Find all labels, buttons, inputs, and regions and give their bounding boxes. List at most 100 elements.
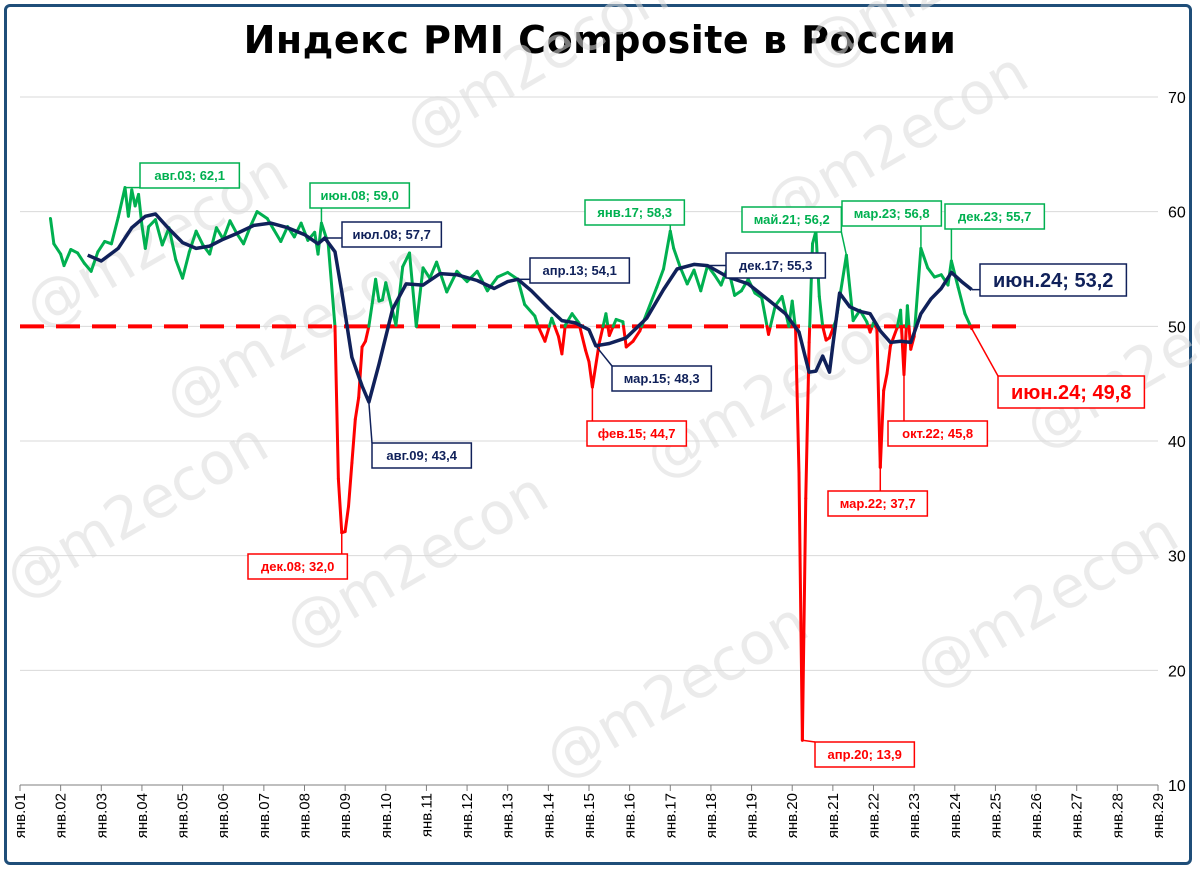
- annotation-navy: авг.09; 43,4: [368, 401, 473, 469]
- annotation-green: янв.17; 58,3: [584, 199, 686, 232]
- pmi-segment-below-50: [631, 329, 642, 343]
- x-tick-label: янв.18: [703, 793, 720, 838]
- pmi-segment: [421, 266, 432, 280]
- pmi-segment: [428, 260, 439, 280]
- pmi-segment-below-50: [902, 324, 908, 376]
- pmi-segment: [143, 225, 151, 250]
- pmi-segment-below-50: [807, 324, 812, 344]
- annotation-label: июл.08; 57,7: [353, 227, 431, 242]
- pmi-segment: [109, 215, 120, 246]
- annotation-leader: [802, 739, 816, 743]
- pmi-segment: [790, 299, 797, 328]
- pmi-segment: [563, 312, 574, 327]
- annotation-red: июн.24; 49,8: [971, 328, 1146, 409]
- pmi-segment: [174, 258, 185, 280]
- pmi-segment-below-50: [357, 345, 364, 399]
- pmi-segment-below-50: [607, 324, 615, 338]
- pmi-segment-below-50: [878, 389, 886, 469]
- annotation-leader: [368, 401, 373, 444]
- x-tick-label: янв.25: [987, 793, 1004, 838]
- pmi-segment: [780, 295, 791, 328]
- chart-title: Индекс PMI Composite в России: [243, 18, 957, 62]
- x-tick-label: янв.06: [215, 793, 232, 838]
- watermark-text: @m2econ: [153, 228, 439, 432]
- pmi-segment-below-50: [350, 417, 357, 465]
- pmi-segment: [485, 275, 500, 293]
- pmi-segment-below-50: [800, 496, 808, 742]
- pmi-segment-below-50: [827, 324, 836, 340]
- pmi-segment: [768, 304, 777, 328]
- pmi-segment: [208, 226, 218, 256]
- x-tick-label: янв.13: [500, 793, 517, 838]
- annotation-box: [997, 375, 1146, 409]
- annotation-label: дек.08; 32,0: [261, 559, 334, 574]
- x-tick-label: янв.11: [418, 793, 435, 837]
- pmi-segment: [523, 303, 537, 318]
- pmi-segment-below-50: [794, 328, 801, 475]
- annotation-box: [979, 263, 1128, 297]
- pmi-segment: [187, 229, 198, 254]
- annotation-box: [814, 741, 916, 768]
- annotation-label: май.21; 56,2: [754, 212, 830, 227]
- pmi-segment: [367, 301, 374, 328]
- x-tick-label: янв.27: [1069, 793, 1086, 838]
- x-tick-label: янв.28: [1109, 793, 1126, 838]
- pmi-segment: [672, 246, 682, 270]
- x-tick-label: янв.14: [540, 793, 557, 838]
- pmi-segment: [662, 229, 672, 271]
- pmi-segment: [255, 210, 269, 221]
- x-tick-label: янв.24: [947, 793, 964, 838]
- x-tick-label: янв.04: [134, 793, 151, 838]
- pmi-segment: [160, 226, 171, 247]
- pmi-segment: [760, 296, 769, 328]
- annotation-green: авг.03; 62,1: [124, 162, 241, 189]
- annotation-navy: апр.13; 54,1: [517, 257, 631, 284]
- pmi-segment: [655, 267, 666, 289]
- x-tick-label: янв.23: [906, 793, 923, 838]
- pmi-segment: [678, 266, 689, 286]
- x-tick-label: янв.05: [175, 793, 192, 838]
- pmi-segment-below-50: [882, 371, 889, 393]
- pmi-segment: [817, 295, 825, 328]
- series-layer: [48, 186, 974, 742]
- annotation-label: мар.23; 56,8: [854, 206, 930, 221]
- pmi-segment: [62, 248, 73, 268]
- pmi-segment: [496, 270, 510, 279]
- annotation-label: янв.17; 58,3: [597, 205, 672, 220]
- y-tick-label: 20: [1168, 663, 1186, 680]
- pmi-segment: [153, 218, 164, 247]
- annotation-navy: дек.17; 55,3: [707, 252, 827, 279]
- annotation-layer: авг.03; 62,1 июн.08; 59,0 янв.17; 58,3 май.…: [124, 162, 1146, 768]
- x-tick-label: янв.29: [1150, 793, 1167, 838]
- annotation-box: [586, 420, 688, 447]
- annotation-leader: [840, 231, 848, 256]
- pmi-segment-below-50: [821, 324, 828, 342]
- x-tick-label: янв.15: [581, 793, 598, 838]
- pmi-segment-below-50: [363, 324, 371, 343]
- pmi-segment: [963, 312, 973, 328]
- pmi-segment: [228, 219, 239, 235]
- pmi-segment: [374, 277, 381, 303]
- annotation-label: мар.15; 48,3: [624, 371, 700, 386]
- annotation-label: апр.13; 54,1: [543, 263, 617, 278]
- annotation-label: апр.20; 13,9: [828, 747, 902, 762]
- annotation-red: фев.15; 44,7: [586, 387, 688, 447]
- annotation-navy: мар.15; 48,3: [595, 345, 713, 392]
- pmi-segment: [82, 261, 93, 273]
- pmi-segment-below-50: [347, 461, 354, 508]
- annotation-label: июн.08; 59,0: [321, 188, 399, 203]
- pmi-segment: [167, 226, 178, 262]
- annotation-red: дек.08; 32,0: [247, 532, 349, 580]
- pmi-segment: [926, 266, 936, 279]
- annotation-label: авг.03; 62,1: [154, 168, 225, 183]
- pmi-segment-below-50: [875, 327, 882, 469]
- pmi-segment: [235, 231, 246, 246]
- x-tick-label: янв.09: [337, 793, 354, 838]
- annotation-label: июн.24; 49,8: [1011, 382, 1131, 404]
- pmi-segment: [316, 221, 323, 256]
- pmi-segment: [52, 242, 63, 256]
- annotation-box: [841, 200, 943, 227]
- pmi-segment: [76, 251, 86, 265]
- x-tick-label: янв.02: [53, 793, 70, 838]
